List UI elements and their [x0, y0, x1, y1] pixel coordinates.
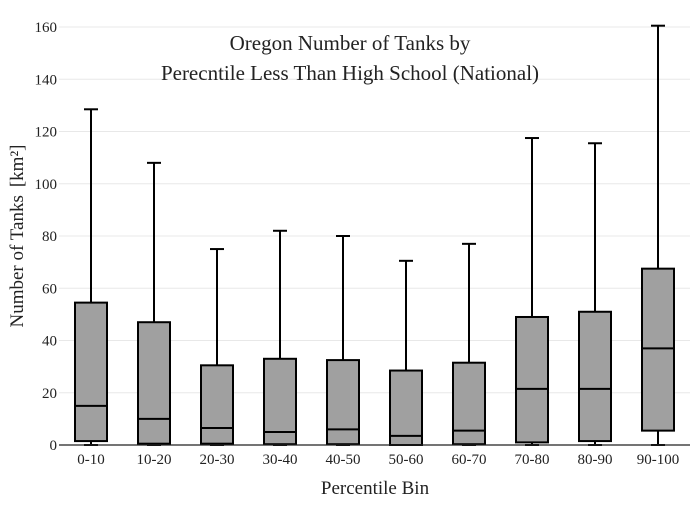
x-tick-label: 40-50: [326, 452, 361, 468]
box-iqr: [389, 369, 423, 447]
y-axis-title: Number of Tanks [km²]: [7, 145, 28, 328]
box-group-70-80: [515, 137, 549, 446]
y-axis-title-text: Number of Tanks: [7, 195, 28, 327]
y-tick-label: 160: [35, 20, 58, 36]
x-tick-label: 10-20: [137, 452, 172, 468]
box-iqr: [452, 361, 486, 446]
x-tick-label: 20-30: [200, 452, 235, 468]
y-tick-label: 40: [42, 334, 57, 350]
box-iqr: [326, 359, 360, 446]
box-group-20-30: [200, 248, 234, 446]
box-group-30-40: [263, 229, 297, 446]
x-tick-label: 90-100: [637, 452, 680, 468]
y-tick-label: 100: [35, 177, 58, 193]
x-tick-label: 30-40: [263, 452, 298, 468]
x-axis-title: Percentile Bin: [321, 478, 430, 499]
box-iqr: [200, 364, 234, 445]
y-tick-labels: 0 20 40 60 80 100 120 140 160: [35, 20, 58, 454]
y-tick-label: 20: [42, 386, 57, 402]
y-tick-label: 80: [42, 229, 57, 245]
box-group-0-10: [74, 108, 108, 446]
box-iqr: [515, 315, 549, 444]
box-group-40-50: [326, 235, 360, 446]
box-iqr: [641, 267, 675, 432]
box-group-90-100: [641, 24, 675, 446]
x-tick-label: 70-80: [515, 452, 550, 468]
chart-title-line-1: Oregon Number of Tanks by: [230, 31, 471, 55]
y-axis-title-unit: [km²]: [7, 145, 28, 188]
box-iqr: [263, 357, 297, 446]
x-tick-labels: 0-10 10-20 20-30 30-40 40-50 50-60 60-70 70-80 8…: [77, 452, 679, 468]
box-group-80-90: [578, 142, 612, 446]
chart-title-line-2: Perecntile Less Than High School (Nation…: [161, 61, 539, 85]
x-tick-label: 0-10: [77, 452, 105, 468]
box-group-60-70: [452, 242, 486, 446]
box-group-50-60: [389, 259, 423, 447]
box-iqr: [137, 321, 171, 445]
box-group-10-20: [137, 161, 171, 446]
x-tick-label: 60-70: [452, 452, 487, 468]
x-tick-label: 80-90: [578, 452, 613, 468]
box-iqr: [74, 301, 108, 443]
y-tick-label: 120: [35, 125, 58, 141]
x-tick-label: 50-60: [389, 452, 424, 468]
y-tick-label: 140: [35, 72, 58, 88]
y-tick-label: 0: [50, 438, 58, 454]
box-iqr: [578, 310, 612, 443]
box-series: [74, 24, 675, 447]
y-tick-label: 60: [42, 281, 57, 297]
